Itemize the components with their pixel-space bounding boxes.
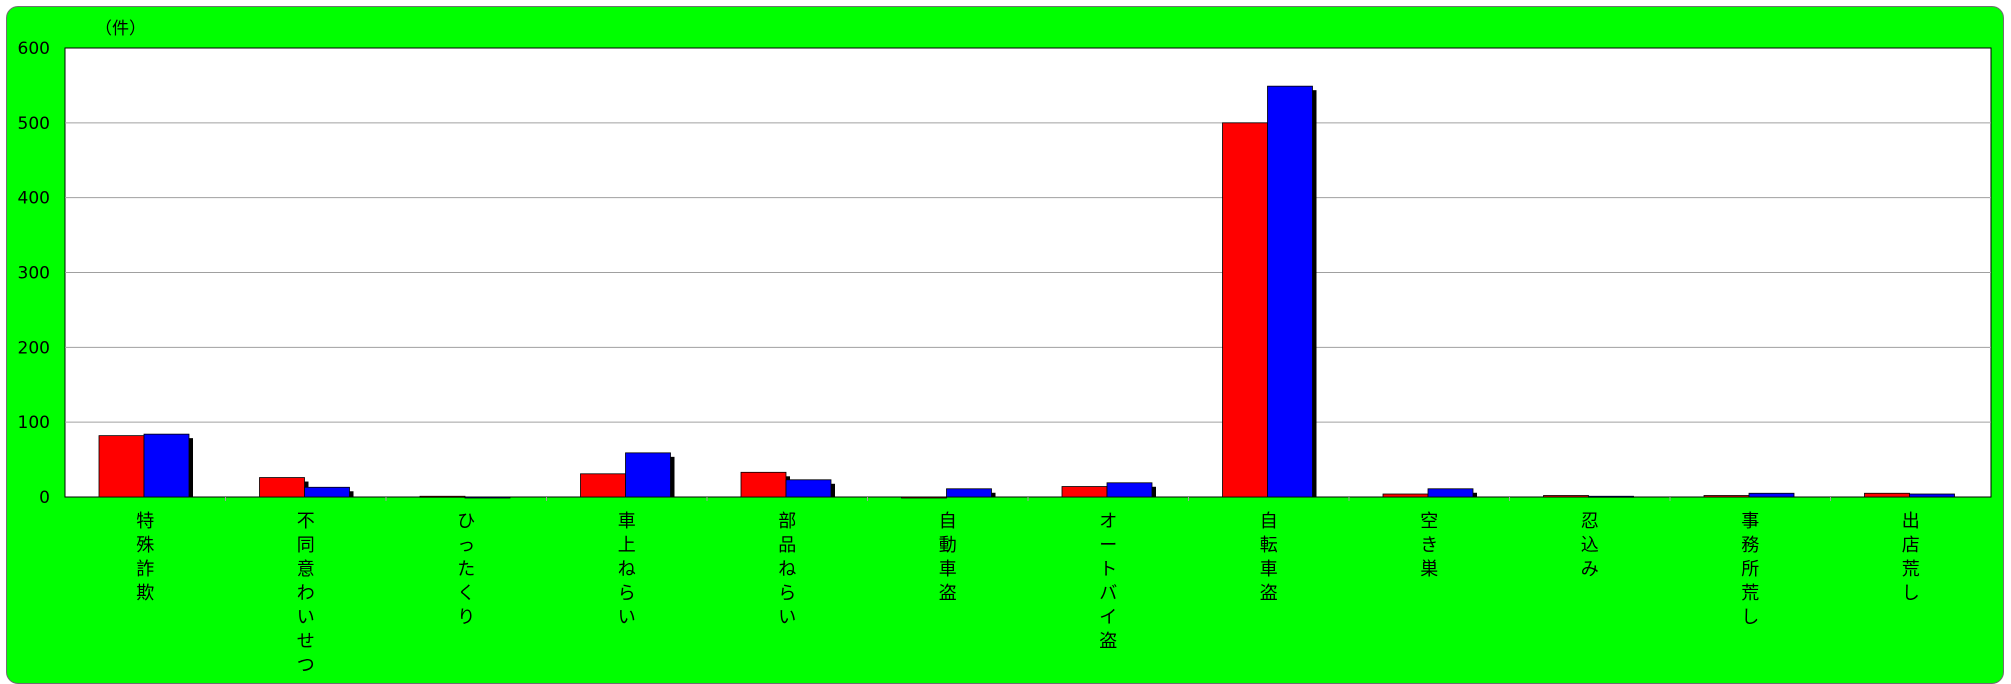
x-category-label: 不同意わいせつ [297,511,315,676]
bar-series-1 [1061,486,1108,498]
bar-series-1 [259,477,305,498]
y-tick-label: 200 [18,338,50,358]
y-tick-label: 500 [18,114,50,134]
bars [98,85,1955,501]
bar-series-2 [1267,85,1313,498]
x-category-label: 事務所荒し [1741,511,1759,628]
bar-series-2 [1427,488,1474,498]
bar-series-2 [1748,492,1795,498]
x-axis-labels: 特殊詐欺 不同意わいせつ ひったくり 車上ねらい 部品ねらい 自動車盗 オートバイ盗 自転車盗… [136,511,1920,676]
y-tick-label: 600 [18,39,50,59]
x-category-label: ひったくり [457,511,475,628]
bar-series-2 [785,479,832,498]
bar-series-2 [625,452,671,498]
x-category-label: 部品ねらい [778,511,796,628]
bar-series-2 [1106,482,1153,498]
y-tick-label: 0 [39,488,50,508]
bar-series-1 [901,496,947,499]
x-category-label: 車上ねらい [618,511,636,628]
x-category-label: 自転車盗 [1260,511,1278,604]
y-tick-label: 300 [18,264,50,284]
bar-series-1 [419,495,466,498]
bar-series-2 [464,496,511,499]
x-category-label: 忍込み [1581,511,1599,580]
gridlines [65,122,1991,423]
bar-series-1 [98,435,145,498]
x-category-label: オートバイ盗 [1099,511,1117,652]
bar-series-2 [1909,493,1955,498]
x-category-label: 出店荒し [1902,511,1920,604]
bar-series-1 [1382,493,1429,498]
bar-series-2 [1588,495,1634,498]
y-tick-label: 100 [18,413,50,433]
y-axis-unit-label: （件） [95,19,146,39]
bar-series-1 [1703,495,1750,498]
bar-series-1 [1864,492,1910,498]
y-axis-ticks: 0 100 200 300 400 500 600 [18,39,50,508]
bar-series-1 [580,473,626,498]
bar-series-2 [143,433,190,498]
y-tick-label: 400 [18,189,50,209]
bar-series-1 [1543,495,1589,498]
bar-series-2 [946,488,992,498]
x-category-label: 空き巣 [1420,511,1438,580]
x-category-label: 特殊詐欺 [136,511,154,604]
x-category-label: 自動車盗 [939,511,957,604]
bar-series-1 [1222,122,1268,498]
bar-series-1 [740,471,787,498]
bar-series-2 [304,486,350,498]
